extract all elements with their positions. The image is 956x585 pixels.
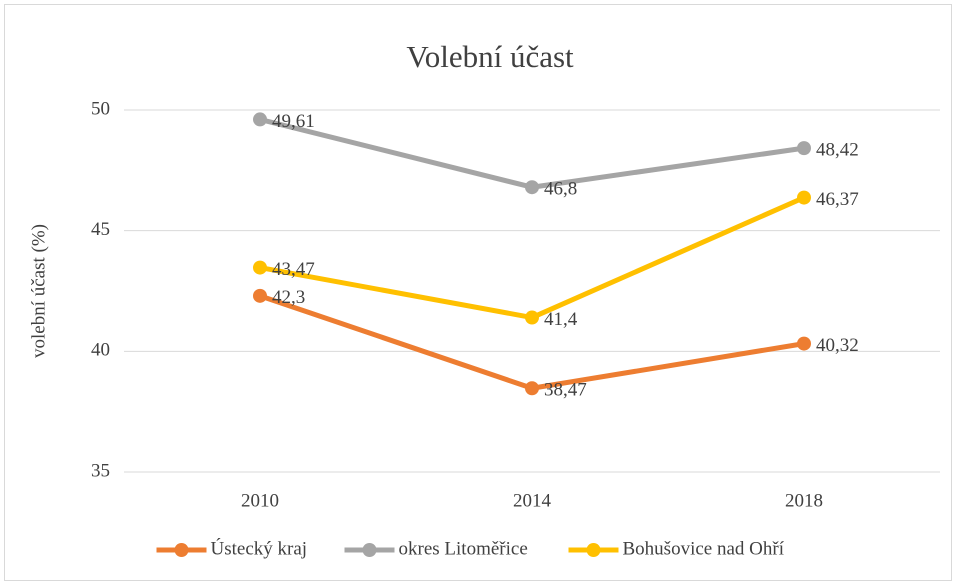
data-label: 46,37	[816, 189, 859, 210]
data-point	[525, 180, 539, 195]
y-tick-label: 50	[91, 98, 110, 119]
data-point	[797, 141, 811, 156]
chart-border	[4, 4, 952, 581]
data-point	[253, 288, 267, 303]
legend-label: Ústecký kraj	[211, 537, 308, 559]
legend-marker	[586, 543, 601, 557]
legend-label: Bohušovice nad Ohří	[623, 538, 785, 559]
chart-title: Volební účast	[406, 39, 574, 74]
y-axis-label: volební účast (%)	[28, 224, 49, 358]
x-tick-label: 2014	[513, 490, 552, 511]
data-label: 42,3	[272, 287, 305, 308]
data-label: 38,47	[544, 380, 587, 401]
data-label: 48,42	[816, 139, 859, 160]
x-tick-label: 2010	[241, 490, 279, 511]
data-label: 49,61	[272, 111, 315, 132]
data-point	[253, 260, 267, 275]
x-tick-label: 2018	[785, 490, 823, 511]
y-tick-label: 45	[91, 219, 110, 240]
data-point	[797, 190, 811, 205]
data-label: 40,32	[816, 335, 859, 356]
data-label: 41,4	[544, 309, 578, 330]
legend-marker	[174, 543, 189, 557]
y-tick-label: 40	[91, 340, 110, 361]
data-label: 43,47	[272, 259, 315, 280]
data-point	[525, 381, 539, 396]
legend-label: okres Litoměřice	[399, 538, 528, 559]
data-label: 46,8	[544, 179, 577, 200]
data-point	[797, 336, 811, 351]
data-point	[525, 310, 539, 325]
data-point	[253, 112, 267, 127]
legend-marker	[362, 543, 377, 557]
y-tick-label: 35	[91, 460, 110, 481]
